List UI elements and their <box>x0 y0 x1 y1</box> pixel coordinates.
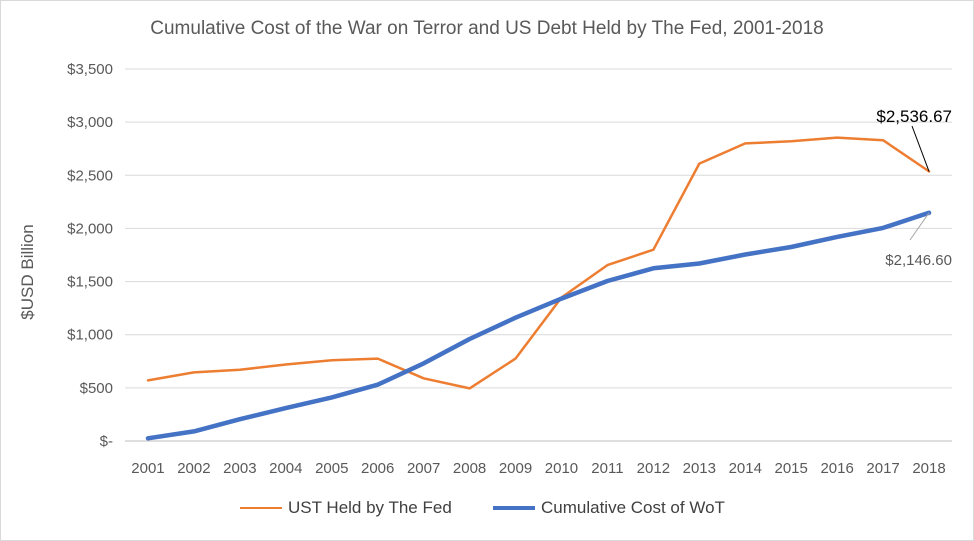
x-tick-label: 2017 <box>866 460 899 477</box>
x-tick-label: 2007 <box>407 460 440 477</box>
legend-swatch-ust <box>240 507 282 509</box>
x-tick-label: 2009 <box>499 460 532 477</box>
series-line-wot <box>145 210 932 441</box>
y-tick-label: $- <box>100 433 113 450</box>
annotations: $2,536.67 $2,146.60 <box>876 107 952 269</box>
annotation-label-wot: $2,146.60 <box>885 252 952 269</box>
y-tick-label: $500 <box>80 380 113 397</box>
gridlines <box>125 68 952 442</box>
x-tick-label: 2005 <box>315 460 348 477</box>
series-line-ust <box>146 136 931 390</box>
annotation-label-ust: $2,536.67 <box>876 107 952 126</box>
x-tick-label: 2002 <box>177 460 210 477</box>
x-tick-label: 2016 <box>820 460 853 477</box>
x-tick-label: 2014 <box>729 460 762 477</box>
x-tick-label: 2018 <box>912 460 945 477</box>
x-tick-label: 2004 <box>269 460 302 477</box>
x-ticks: 2001 2002 2003 2004 2005 2006 2007 2008 2009 2010… <box>131 460 945 477</box>
annotation-leader-wot <box>909 212 930 241</box>
x-tick-label: 2013 <box>683 460 716 477</box>
legend-label-wot: Cumulative Cost of WoT <box>541 498 725 517</box>
y-tick-label: $3,000 <box>67 114 113 131</box>
annotation-leader-ust <box>911 125 930 172</box>
legend-swatch-wot <box>493 506 535 510</box>
y-tick-label: $3,500 <box>67 61 113 78</box>
series-lines <box>145 136 932 441</box>
x-tick-label: 2006 <box>361 460 394 477</box>
y-tick-label: $1,000 <box>67 327 113 344</box>
x-tick-label: 2003 <box>223 460 256 477</box>
legend: UST Held by The Fed Cumulative Cost of W… <box>0 498 974 522</box>
x-tick-label: 2010 <box>545 460 578 477</box>
legend-item-wot: Cumulative Cost of WoT <box>493 498 725 518</box>
y-ticks: $- $500 $1,000 $1,500 $2,000 $2,500 $3,000 $3,5… <box>67 61 113 450</box>
x-tick-label: 2001 <box>131 460 164 477</box>
y-tick-label: $2,500 <box>67 167 113 184</box>
x-tick-label: 2012 <box>637 460 670 477</box>
x-tick-label: 2015 <box>775 460 808 477</box>
y-tick-label: $1,500 <box>67 274 113 291</box>
x-tick-label: 2008 <box>453 460 486 477</box>
legend-item-ust: UST Held by The Fed <box>240 498 452 518</box>
chart-title: Cumulative Cost of the War on Terror and… <box>150 18 824 39</box>
legend-label-ust: UST Held by The Fed <box>288 498 452 517</box>
x-tick-label: 2011 <box>591 460 623 477</box>
y-tick-label: $2,000 <box>67 220 113 237</box>
